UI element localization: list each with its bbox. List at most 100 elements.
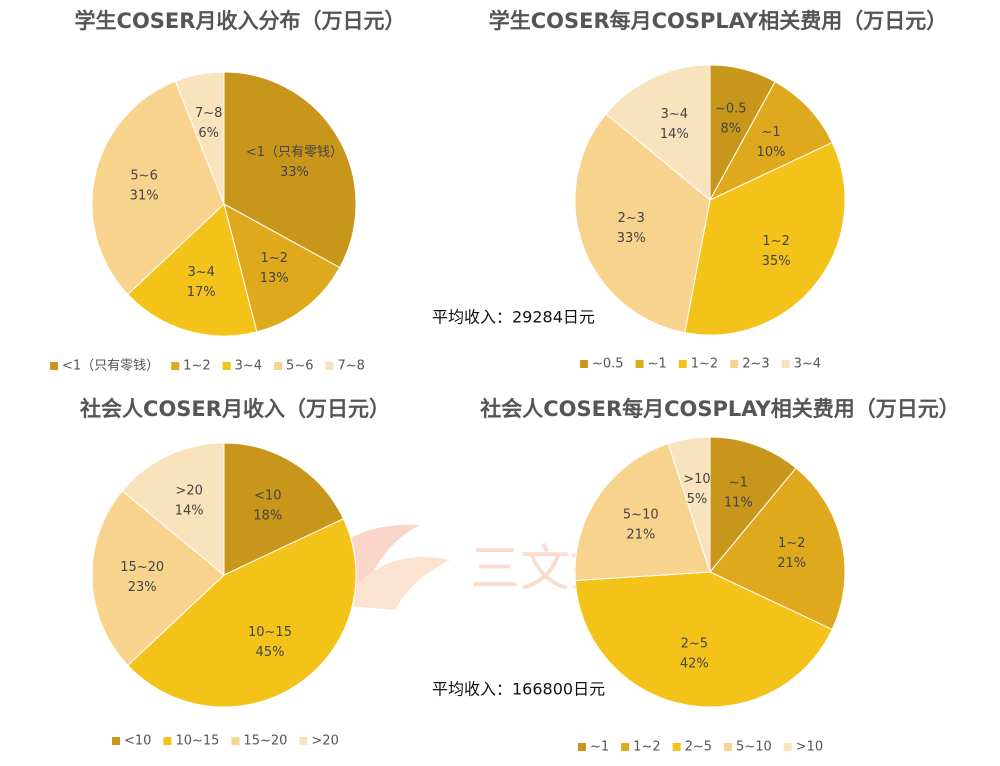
slice-category-label: >10 (683, 472, 710, 487)
slice-value-label: 13% (260, 271, 289, 286)
legend-swatch (163, 737, 172, 745)
legend-label: 2~3 (742, 357, 769, 372)
legend-swatch (299, 737, 308, 745)
slice-category-label: 7~8 (195, 106, 222, 121)
legend-label: <10 (124, 734, 151, 749)
slice-category-label: 5~10 (623, 507, 659, 522)
legend-swatch (621, 743, 630, 751)
slice-category-label: ~0.5 (715, 101, 747, 116)
pie-slice (91, 490, 225, 667)
slice-category-label: >20 (175, 483, 202, 498)
slice-value-label: 11% (724, 496, 753, 511)
legend-swatch (580, 360, 588, 368)
legend-swatch (672, 743, 681, 751)
legend-label: <1（只有零钱） (62, 359, 159, 374)
legend-label: 5~6 (286, 359, 313, 374)
pie-slice (574, 442, 711, 582)
legend-swatch (231, 737, 240, 745)
slice-category-label: 15~20 (120, 560, 164, 575)
legend-label: >20 (311, 734, 338, 749)
slice-value-label: 21% (626, 527, 655, 542)
pie-slice (91, 80, 225, 296)
legend-label: 3~4 (235, 359, 262, 374)
pie-slice (127, 518, 357, 708)
slice-value-label: 42% (680, 657, 709, 672)
pie-slice (667, 436, 711, 573)
pie-slice (708, 81, 833, 202)
chart-title: 学生COSER每月COSPLAY相关费用（万日元） (489, 9, 948, 33)
legend-label: 5~10 (736, 740, 772, 755)
legend-label: ~1 (648, 357, 667, 372)
legend-label: 2~5 (685, 740, 712, 755)
legend-label: 1~2 (183, 359, 210, 374)
legend-swatch (50, 362, 58, 370)
pie-slice (223, 203, 341, 333)
slice-category-label: 2~5 (681, 637, 708, 652)
slice-category-label: 10~15 (248, 625, 292, 640)
legend-swatch (783, 743, 792, 751)
pie-slice (605, 64, 711, 202)
slice-category-label: <1（只有零钱） (246, 145, 343, 160)
chart-title: 社会人COSER每月COSPLAY相关费用（万日元） (479, 397, 960, 421)
slice-value-label: 35% (762, 254, 791, 269)
legend-swatch (635, 360, 644, 368)
legend-swatch (325, 362, 334, 370)
annotation: 平均收入：29284日元 (432, 308, 595, 327)
slice-category-label: <10 (254, 488, 281, 503)
legend-swatch (730, 360, 739, 368)
slice-category-label: 1~2 (762, 234, 789, 249)
slice-value-label: 33% (617, 231, 646, 246)
slice-value-label: 23% (128, 580, 157, 595)
slice-value-label: 14% (175, 503, 204, 518)
pie-slice (127, 203, 258, 337)
legend-label: 1~2 (691, 357, 718, 372)
slice-category-label: 1~2 (778, 536, 805, 551)
pie-slice (121, 442, 225, 577)
pie-slice (174, 71, 225, 205)
legend-swatch (112, 737, 120, 745)
legend-swatch (724, 743, 733, 751)
legend-label: ~0.5 (592, 357, 624, 372)
slice-value-label: 31% (130, 189, 159, 204)
legend-label: ~1 (590, 740, 609, 755)
watermark-logo (340, 557, 450, 610)
legend-label: >10 (796, 740, 823, 755)
slice-category-label: 5~6 (130, 169, 157, 184)
legend-label: 1~2 (633, 740, 660, 755)
slice-category-label: 3~4 (187, 265, 214, 280)
chart-title: 社会人COSER月收入（万日元） (79, 397, 390, 421)
legend-swatch (222, 362, 231, 370)
slice-value-label: 45% (256, 645, 285, 660)
slice-value-label: 5% (687, 492, 708, 507)
slice-value-label: 17% (187, 285, 216, 300)
legend-swatch (578, 743, 586, 751)
pie-slice (574, 571, 833, 708)
legend-swatch (781, 360, 790, 368)
legend-label: 3~4 (794, 357, 821, 372)
slice-value-label: 10% (757, 145, 786, 160)
legend-label: 7~8 (337, 359, 364, 374)
slice-value-label: 6% (198, 126, 219, 141)
pie-slice (223, 442, 345, 576)
slice-category-label: ~1 (729, 476, 748, 491)
slice-category-label: 2~3 (618, 211, 645, 226)
pie-slice (574, 113, 711, 334)
pie-slice (223, 71, 357, 269)
slice-value-label: 21% (777, 556, 806, 571)
pie-slice (684, 141, 846, 336)
slice-value-label: 18% (253, 508, 282, 523)
slice-value-label: 33% (280, 165, 309, 180)
chart-title: 学生COSER月收入分布（万日元） (75, 9, 406, 33)
legend-swatch (274, 362, 283, 370)
legend-label: 10~15 (175, 734, 219, 749)
legend-swatch (678, 360, 687, 368)
slice-value-label: 8% (721, 121, 742, 136)
slice-value-label: 14% (660, 127, 689, 142)
legend-label: 15~20 (243, 734, 287, 749)
legend-swatch (171, 362, 180, 370)
slice-category-label: 1~2 (260, 251, 287, 266)
slice-category-label: ~1 (761, 125, 780, 140)
pie-slice (709, 467, 846, 631)
slice-category-label: 3~4 (661, 107, 688, 122)
